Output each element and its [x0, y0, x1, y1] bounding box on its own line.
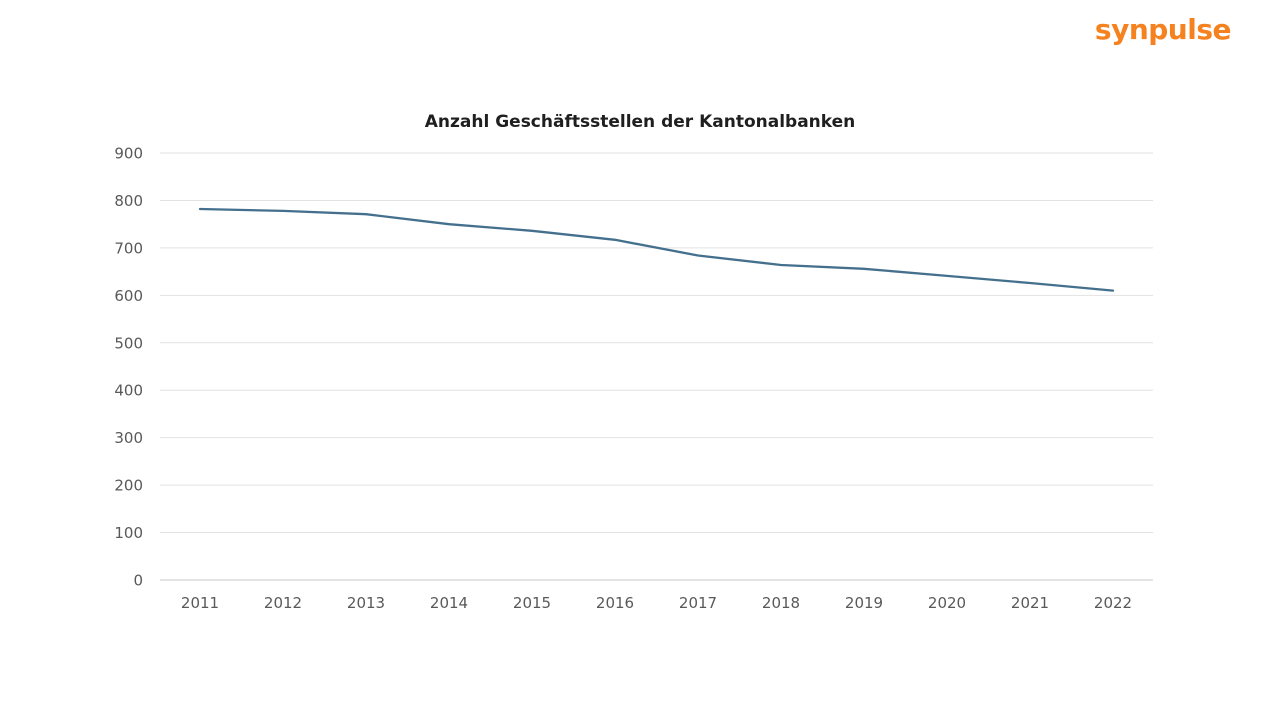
x-tick-label: 2017	[679, 594, 717, 612]
x-tick-label: 2013	[347, 594, 385, 612]
y-tick-label: 0	[133, 572, 143, 590]
x-tick-label: 2021	[1011, 594, 1049, 612]
y-tick-label: 700	[114, 239, 143, 257]
data-line-kantonalbanken	[198, 207, 1115, 292]
y-tick-label: 400	[114, 382, 143, 400]
x-tick-label: 2022	[1094, 594, 1132, 612]
x-tick-label: 2014	[430, 594, 468, 612]
y-tick-label: 800	[114, 192, 143, 210]
y-tick-label: 200	[114, 477, 143, 495]
y-tick-label: 100	[114, 524, 143, 542]
y-tick-label: 600	[114, 287, 143, 305]
y-tick-label: 500	[114, 334, 143, 352]
x-tick-label: 2011	[181, 594, 219, 612]
chart-title: Anzahl Geschäftsstellen der Kantonalbank…	[424, 112, 856, 132]
x-tick-label: 2018	[762, 594, 800, 612]
y-tick-label: 300	[114, 429, 143, 447]
x-tick-label: 2012	[264, 594, 302, 612]
synpulse-logo: synpulse	[1094, 13, 1232, 46]
x-tick-label: 2019	[845, 594, 883, 612]
x-tick-label: 2016	[596, 594, 634, 612]
x-tick-label: 2015	[513, 594, 551, 612]
y-tick-label: 900	[114, 145, 143, 163]
x-tick-label: 2020	[928, 594, 966, 612]
